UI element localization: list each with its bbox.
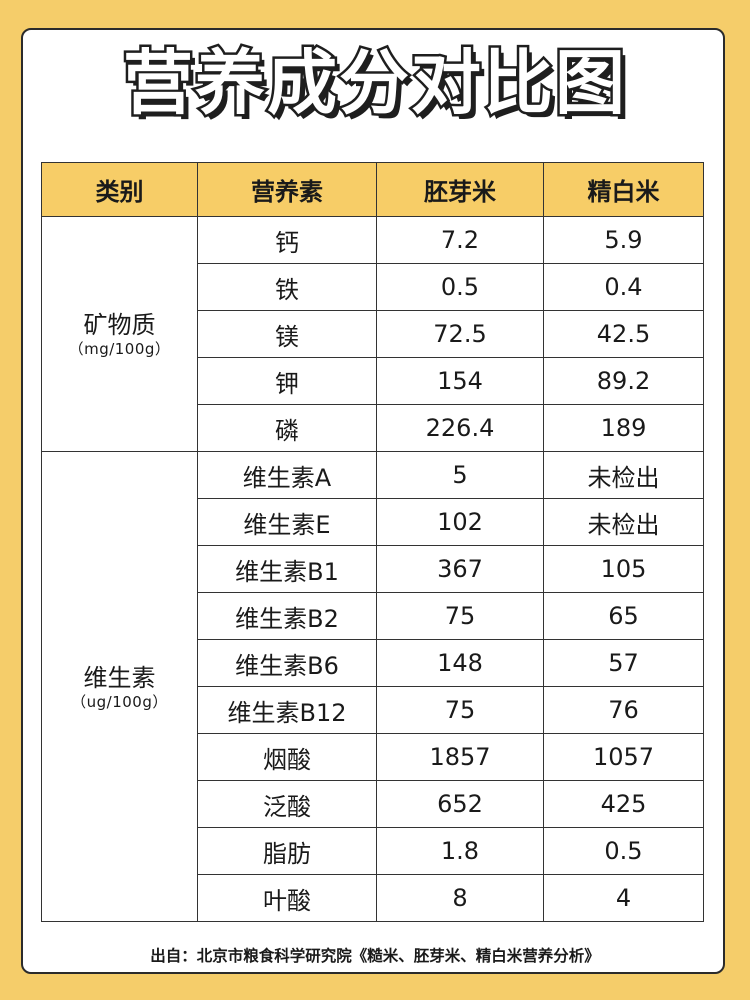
nutrient-name: 维生素B12 [197,686,377,734]
table-row: 维生素B12 75 76 [42,686,704,734]
nutrient-name: 钾 [197,357,377,405]
table-row: 维生素 （ug/100g） 维生素A 5 未检出 [41,451,704,922]
table-row: 烟酸 1857 1057 [42,733,704,781]
nutrient-name: 磷 [197,404,377,452]
table-row: 维生素B6 148 57 [42,639,704,687]
germ-rice-value: 1.8 [376,827,544,875]
header-category: 类别 [41,162,198,217]
white-rice-value: 1057 [543,733,704,781]
category-cell: 维生素 （ug/100g） [41,451,198,922]
white-rice-value: 425 [543,780,704,828]
germ-rice-value: 5 [376,451,544,499]
table-row: 泛酸 652 425 [42,780,704,828]
white-rice-value: 4 [543,874,704,922]
germ-rice-value: 1857 [376,733,544,781]
table-row: 矿物质 （mg/100g）钙 7.2 5.9 [41,216,704,452]
nutrient-name: 维生素B6 [197,639,377,687]
germ-rice-value: 102 [376,498,544,546]
germ-rice-value: 8 [376,874,544,922]
white-rice-value: 89.2 [543,357,704,405]
germ-rice-value: 0.5 [376,263,544,311]
white-rice-value: 5.9 [543,216,704,264]
nutrient-name: 铁 [197,263,377,311]
white-rice-value: 105 [543,545,704,593]
white-rice-value: 未检出 [543,451,704,499]
white-rice-value: 0.4 [543,263,704,311]
nutrient-name: 维生素E [197,498,377,546]
nutrient-name: 维生素B2 [197,592,377,640]
table-row: 脂肪 1.8 0.5 [42,827,704,875]
table-row: 叶酸 8 4 [42,874,704,922]
germ-rice-value: 652 [376,780,544,828]
table-row: 维生素E 102 未检出 [42,498,704,546]
nutrient-name: 烟酸 [197,733,377,781]
germ-rice-value: 72.5 [376,310,544,358]
white-rice-value: 57 [543,639,704,687]
germ-rice-value: 226.4 [376,404,544,452]
white-rice-value: 0.5 [543,827,704,875]
nutrient-name: 泛酸 [197,780,377,828]
nutrient-name: 维生素B1 [197,545,377,593]
category-name: 维生素 [83,663,156,692]
germ-rice-value: 367 [376,545,544,593]
category-unit: （ug/100g） [71,692,168,711]
table-row: 磷 226.4 189 [42,404,704,452]
germ-rice-value: 75 [376,592,544,640]
white-rice-value: 189 [543,404,704,452]
table-row: 镁 72.5 42.5 [42,310,704,358]
page-title: 营养成分对比图 [121,42,628,124]
nutrient-name: 脂肪 [197,827,377,875]
nutrient-name: 镁 [197,310,377,358]
header-nutrient: 营养素 [197,162,377,217]
table-row: 维生素B1 367 105 [42,545,704,593]
germ-rice-value: 154 [376,357,544,405]
source-note: 出自：北京市粮食科学研究院《糙米、胚芽米、精白米营养分析》 [150,947,600,965]
germ-rice-value: 7.2 [376,216,544,264]
white-rice-value: 未检出 [543,498,704,546]
header-germ-rice: 胚芽米 [376,162,544,217]
table-row: 钾 154 89.2 [42,357,704,405]
nutrient-name: 维生素A [197,451,377,499]
white-rice-value: 42.5 [543,310,704,358]
header-white-rice: 精白米 [543,162,704,217]
table-row: 维生素B2 75 65 [42,592,704,640]
nutrient-name: 叶酸 [197,874,377,922]
nutrient-name: 钙 [197,216,377,264]
category-cell: 矿物质 （mg/100g） [41,216,198,452]
table-header-row: 类别 营养素 胚芽米 精白米 [41,162,704,217]
germ-rice-value: 75 [376,686,544,734]
white-rice-value: 65 [543,592,704,640]
germ-rice-value: 148 [376,639,544,687]
nutrition-table: 类别 营养素 胚芽米 精白米 矿物质 （mg/100g）钙 7.2 5.9 铁 0.5 0.… [41,162,704,922]
category-name: 矿物质 [83,311,156,339]
category-unit: （mg/100g） [68,340,171,358]
white-rice-value: 76 [543,686,704,734]
